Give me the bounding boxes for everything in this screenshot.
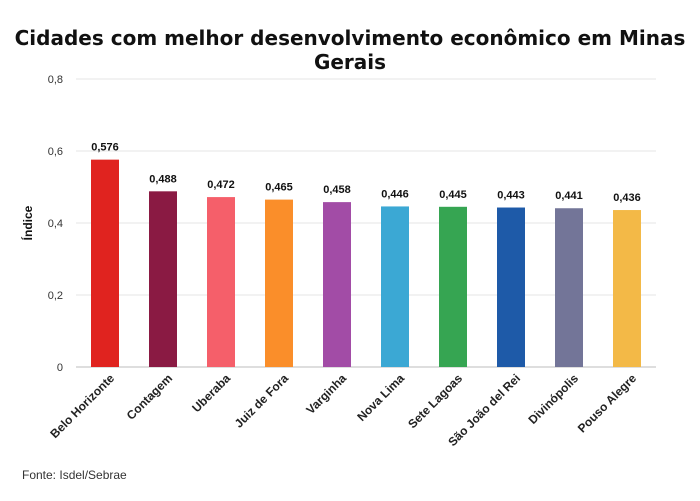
x-tick-label: Uberaba [189,371,233,415]
bar [91,159,119,367]
bar [323,202,351,367]
x-tick-label: Nova Lima [354,371,407,424]
data-label: 0,472 [207,179,235,191]
bar [613,210,641,367]
data-label: 0,465 [265,182,293,194]
data-label: 0,443 [497,190,525,202]
bar [439,206,467,367]
y-tick-label: 0,4 [48,218,63,230]
data-label: 0,436 [613,192,641,204]
data-label: 0,576 [91,142,119,154]
x-tick-label: Pouso Alegre [575,371,640,436]
bar [207,197,235,367]
bar [149,191,177,367]
chart-title: Cidades com melhor desenvolvimento econô… [14,26,686,74]
x-tick-label: Divinópolis [525,371,581,427]
bar [265,199,293,367]
y-tick-label: 0,6 [48,146,63,158]
y-tick-label: 0,8 [48,74,63,86]
y-axis-title: Índice [20,205,35,240]
x-tick-label: Juiz de Fora [232,371,292,431]
data-label: 0,458 [323,184,351,196]
data-label: 0,446 [381,188,409,200]
bar [555,208,583,367]
x-tick-label: Belo Horizonte [47,371,117,441]
bar [497,207,525,367]
x-tick-label: Sete Lagoas [405,371,465,431]
source-note: Fonte: Isdel/Sebrae [22,468,127,482]
bar [381,206,409,367]
data-label: 0,445 [439,189,467,201]
data-label: 0,488 [149,173,177,185]
y-tick-label: 0,2 [48,290,63,302]
y-tick-label: 0 [57,362,63,374]
data-label: 0,441 [555,190,583,202]
x-tick-label: Varginha [303,371,349,417]
x-tick-label: Contagem [124,371,175,422]
